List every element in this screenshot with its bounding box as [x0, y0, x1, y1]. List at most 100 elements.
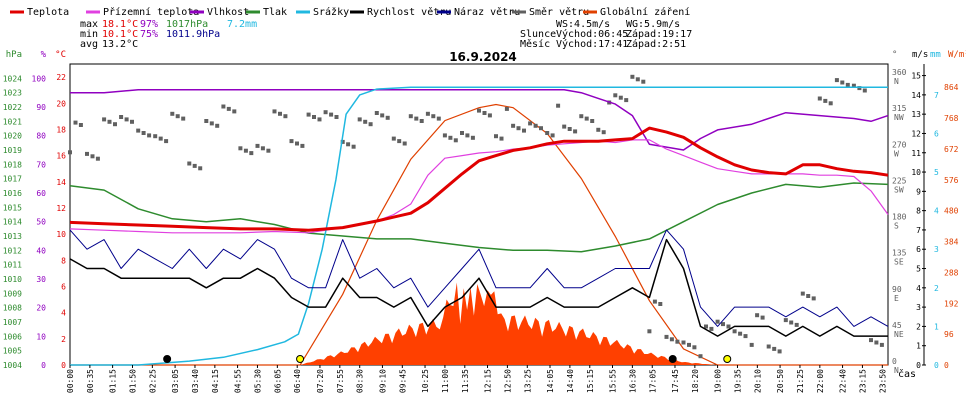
- direction-point: [556, 103, 561, 108]
- wind-wg: WG:5.9m/s: [626, 19, 680, 30]
- direction-point: [317, 117, 322, 122]
- x-tick-label: 22:00: [816, 369, 825, 393]
- direction-point: [834, 78, 839, 83]
- direction-point: [545, 131, 550, 135]
- direction-point: [811, 296, 816, 301]
- axis-unit-mm: mm: [930, 50, 941, 60]
- axis-percent-tick: 0: [41, 361, 46, 370]
- direction-point: [368, 122, 373, 127]
- axis-hpa-tick: 1022: [3, 103, 22, 112]
- direction-point: [669, 337, 674, 342]
- direction-point: [357, 117, 362, 122]
- axis-hpa-tick: 1020: [3, 132, 22, 141]
- axis-mm-tick: 4: [934, 207, 939, 216]
- direction-point: [755, 313, 760, 318]
- axis-unit-wm: W/m²: [948, 50, 966, 60]
- direction-point: [78, 123, 83, 127]
- axis-ms-tick: 14: [911, 91, 921, 100]
- direction-point: [715, 319, 720, 324]
- axis-hpa-tick: 1010: [3, 275, 22, 284]
- x-tick-label: 14:05: [546, 369, 555, 393]
- sunrise-marker: [296, 355, 305, 363]
- direction-point: [119, 115, 124, 119]
- axis-ms-tick: 6: [916, 245, 921, 254]
- direction-point: [346, 142, 351, 147]
- axis-celsius-tick: 16: [56, 152, 66, 161]
- direction-point: [363, 119, 368, 124]
- x-tick-label: 04:55: [234, 369, 243, 393]
- axis-celsius-tick: 0: [61, 361, 66, 370]
- axis-ms-tick: 7: [916, 226, 921, 235]
- axis-wm-tick: 384: [944, 238, 959, 247]
- axis-hpa-tick: 1018: [3, 160, 22, 169]
- direction-point: [681, 340, 686, 345]
- direction-point: [130, 119, 134, 124]
- axis-wm-tick: 0: [944, 361, 949, 370]
- axis-celsius-tick: 10: [56, 230, 66, 239]
- axis-ms-tick: 15: [911, 72, 921, 81]
- axis-ms-tick: 8: [916, 207, 921, 216]
- direction-point: [283, 114, 288, 119]
- axis-mm-tick: 3: [934, 245, 939, 254]
- axis-hpa-tick: 1013: [3, 232, 22, 241]
- sun-rise: Východ:06:45: [556, 28, 628, 40]
- axis-ms-tick: 10: [911, 168, 921, 177]
- direction-point: [817, 96, 822, 101]
- series-n-raz-v-tru: [69, 229, 889, 327]
- direction-point: [692, 345, 697, 350]
- axis-celsius-tick: 12: [56, 204, 66, 213]
- direction-point: [164, 139, 169, 144]
- axis-celsius-tick: 4: [61, 309, 66, 318]
- x-tick-label: 19:00: [714, 369, 723, 393]
- axis-hpa-tick: 1006: [3, 332, 22, 341]
- stat-min-press: 1011.9hPa: [166, 29, 220, 40]
- axis-wm-tick: 96: [944, 330, 954, 339]
- legend-label-6: Náraz větru: [454, 6, 520, 18]
- direction-point: [408, 114, 413, 119]
- stat-min-hum: 75%: [140, 29, 158, 40]
- axis-hpa-tick: 1007: [3, 318, 22, 327]
- direction-point: [124, 117, 129, 122]
- direction-point: [215, 123, 220, 128]
- direction-point: [136, 128, 141, 133]
- x-tick-label: 11:00: [441, 369, 450, 393]
- stat-avg-temp: 13.2°C: [102, 39, 138, 50]
- direction-point: [158, 136, 163, 141]
- direction-point: [794, 322, 799, 327]
- direction-point: [351, 144, 356, 149]
- direction-point: [590, 119, 595, 123]
- direction-point: [664, 334, 669, 339]
- axis-percent-tick: 20: [36, 304, 46, 313]
- direction-point: [192, 163, 197, 168]
- stat-min-label: min: [80, 29, 98, 40]
- direction-point: [601, 130, 606, 135]
- direction-point: [789, 320, 794, 325]
- x-tick-label: 00:35: [86, 369, 95, 393]
- axis-wm-tick: 288: [944, 268, 959, 277]
- x-tick-label: 12:50: [503, 369, 512, 393]
- axis-unit-direction: °: [892, 50, 897, 60]
- stat-max-temp: 18.1°C: [102, 19, 138, 30]
- moonrise-marker: [668, 355, 677, 363]
- axis-celsius-tick: 2: [61, 335, 66, 344]
- x-axis: 00:00 00:35 01:15 01:50 02:25 03:05 03:40 04:15…: [66, 365, 887, 393]
- axis-percent-tick: 30: [36, 275, 46, 284]
- axis-hpa-tick: 1023: [3, 89, 22, 98]
- x-tick-label: 07:55: [336, 369, 345, 393]
- stat-min-temp: 10.1°C: [102, 29, 138, 40]
- axis-ms-tick: 0: [916, 361, 921, 370]
- axis-direction-name: SE: [894, 258, 904, 267]
- x-tick-label: 18:20: [691, 369, 700, 393]
- axis-hpa-tick: 1017: [3, 175, 22, 184]
- chart-title: 16.9.2024: [449, 50, 517, 64]
- direction-point: [102, 117, 107, 122]
- axis-ms-tick: 3: [916, 303, 921, 312]
- direction-point: [675, 339, 680, 344]
- x-tick-label: 06:05: [273, 369, 282, 393]
- axis-ms-tick: 11: [911, 149, 921, 158]
- direction-point: [425, 111, 430, 116]
- direction-point: [630, 74, 635, 79]
- axis-unit-ms: m/s: [912, 50, 928, 60]
- direction-point: [90, 154, 95, 159]
- x-tick-label: 15:15: [586, 369, 595, 393]
